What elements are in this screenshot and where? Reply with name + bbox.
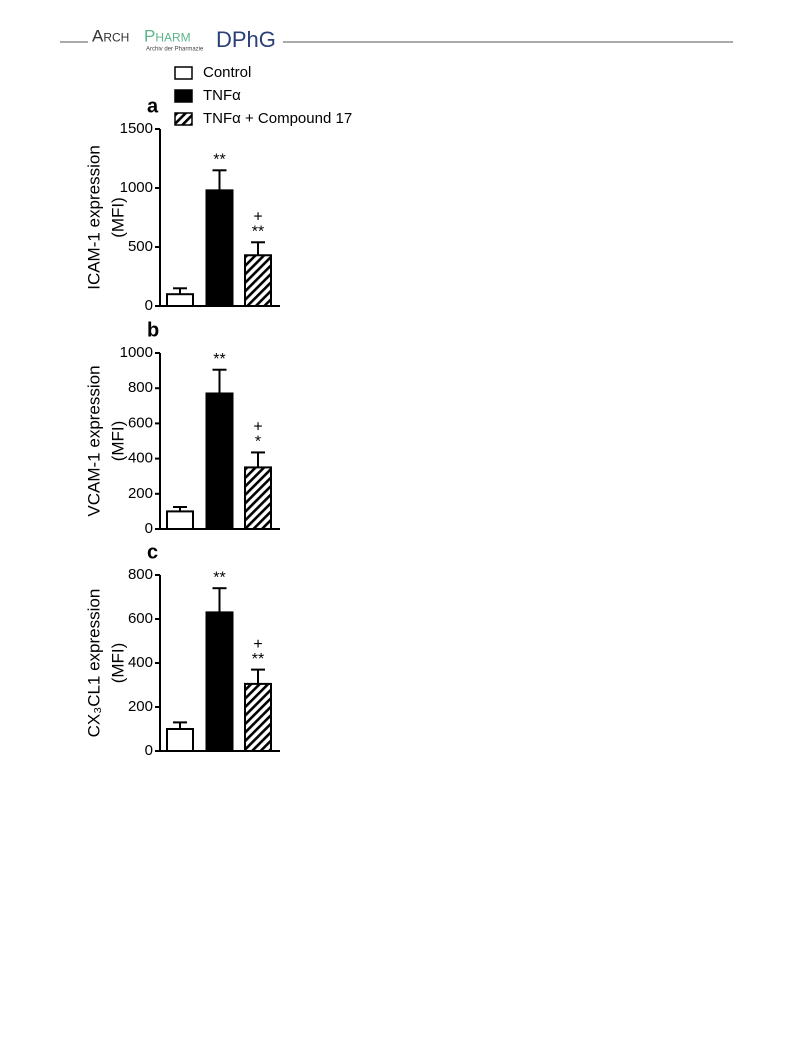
y-axis-label: (MFI) (108, 643, 127, 684)
y-tick-label: 0 (145, 520, 153, 537)
y-tick-label: 600 (128, 414, 153, 431)
significance-label: ** (213, 351, 225, 368)
significance-label: ** (252, 651, 264, 668)
bar (166, 293, 194, 308)
legend-label: TNFα (203, 87, 241, 104)
bar (244, 466, 272, 530)
legend-label: TNFα + Compound 17 (203, 110, 352, 127)
y-tick-label: 1500 (120, 120, 153, 137)
y-axis-label: (MFI) (108, 421, 127, 462)
y-tick-label: 1000 (120, 344, 153, 361)
bar (205, 611, 234, 753)
y-tick-label: 400 (128, 654, 153, 671)
panel-label: b (147, 319, 159, 341)
y-tick-label: 800 (128, 566, 153, 583)
bar (244, 254, 272, 307)
bar (205, 392, 234, 531)
y-axis-label: ICAM-1 expression (84, 145, 103, 290)
legend-swatch (174, 112, 193, 126)
y-tick-label: 0 (145, 742, 153, 759)
legend-swatch (174, 66, 193, 80)
significance-label: ** (252, 223, 264, 240)
significance-label: + (253, 208, 262, 225)
y-tick-label: 400 (128, 450, 153, 467)
y-tick-label: 800 (128, 379, 153, 396)
y-tick-label: 1000 (120, 179, 153, 196)
logo-arch: Arch (92, 26, 129, 45)
logo-society: DPhG (216, 27, 276, 52)
logo-pharm: Pharm (144, 26, 191, 45)
y-axis-label: CX₃CL1 expression (84, 589, 103, 738)
logo-subtitle: Archiv der Pharmazie (146, 47, 204, 53)
legend-swatch (174, 89, 193, 103)
y-tick-label: 600 (128, 610, 153, 627)
y-axis-label: (MFI) (108, 197, 127, 238)
panel-label: a (147, 95, 159, 117)
y-tick-label: 200 (128, 698, 153, 715)
y-tick-label: 500 (128, 238, 153, 255)
bar (166, 728, 194, 752)
bar (244, 682, 272, 753)
y-tick-label: 200 (128, 485, 153, 502)
logo-backdrop (88, 28, 283, 52)
y-axis-label: VCAM-1 expression (84, 365, 103, 516)
y-tick-label: 0 (145, 297, 153, 314)
significance-label: ** (213, 152, 225, 169)
significance-label: + (253, 419, 262, 436)
legend-label: Control (203, 64, 251, 81)
panel-label: c (147, 541, 158, 563)
bar (205, 189, 234, 307)
significance-label: ** (213, 569, 225, 586)
bar (166, 510, 194, 530)
significance-label: * (255, 434, 261, 451)
significance-label: + (253, 636, 262, 653)
